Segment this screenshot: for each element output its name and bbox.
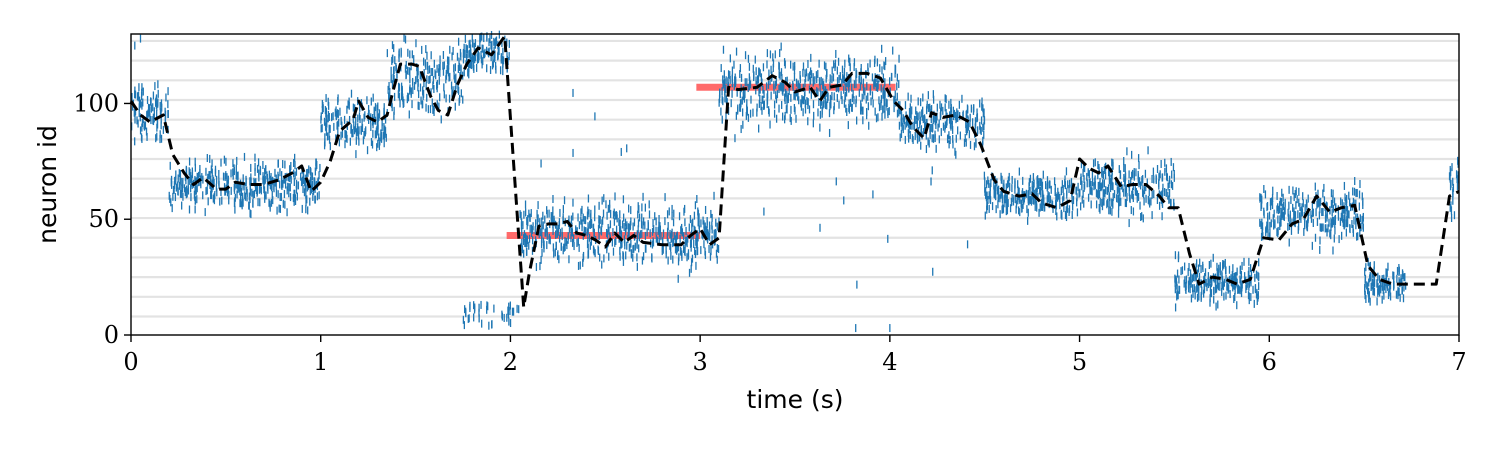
x-tick-label: 7	[1451, 348, 1466, 376]
x-tick-label: 1	[313, 348, 328, 376]
decoded-series	[129, 34, 1460, 309]
x-tick-label: 0	[123, 348, 138, 376]
y-axis-ticks: 0 50 100	[73, 89, 131, 349]
x-tick-label: 6	[1262, 348, 1277, 376]
y-tick-label: 0	[104, 321, 119, 349]
y-tick-label: 50	[88, 205, 119, 233]
x-axis-ticks: 0 1 2 3 4 5 6 7	[123, 335, 1467, 376]
x-axis-title: time (s)	[747, 385, 844, 414]
x-tick-label: 5	[1072, 348, 1087, 376]
y-tick-label: 100	[73, 89, 119, 117]
y-axis-title: neuron id	[33, 125, 62, 244]
decoded-line	[129, 34, 1460, 309]
grid-lines	[131, 39, 1459, 318]
x-tick-label: 4	[882, 348, 897, 376]
target-bars	[506, 83, 896, 239]
x-tick-label: 2	[503, 348, 518, 376]
spike-raster	[130, 30, 1460, 333]
x-tick-label: 3	[693, 348, 708, 376]
plot-frame	[130, 33, 1460, 336]
